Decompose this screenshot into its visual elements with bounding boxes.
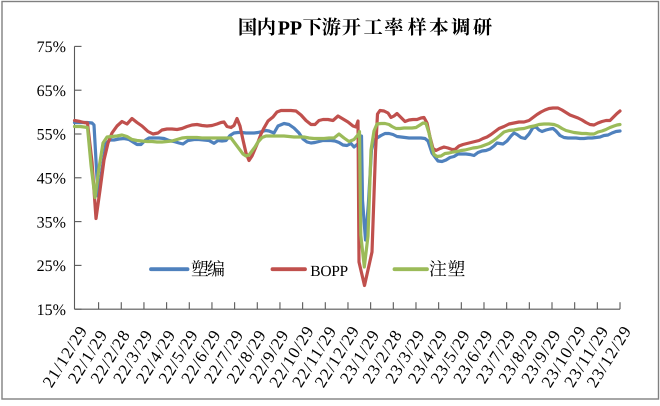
svg-text:55%: 55%: [37, 127, 66, 144]
svg-text:BOPP: BOPP: [310, 263, 348, 280]
svg-text:65%: 65%: [37, 83, 66, 100]
svg-text:15%: 15%: [37, 302, 66, 319]
svg-text:45%: 45%: [37, 171, 66, 188]
svg-text:PP: PP: [278, 18, 302, 40]
svg-text:75%: 75%: [37, 39, 66, 56]
svg-text:25%: 25%: [37, 258, 66, 275]
svg-text:35%: 35%: [37, 214, 66, 231]
